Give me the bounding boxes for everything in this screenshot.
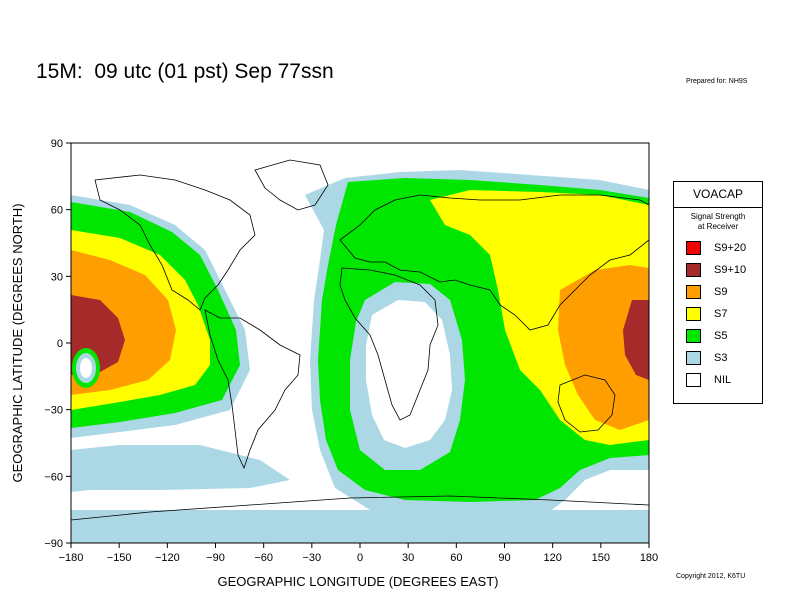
legend-subtitle: Signal Strength at Receiver bbox=[674, 212, 762, 232]
x-axis: −180 −150 −120 −90 −60 −30 0 30 60 90 120 150 180 bbox=[59, 543, 658, 564]
legend-swatch bbox=[686, 263, 701, 277]
legend-swatch bbox=[686, 241, 701, 255]
y-tick-label: 0 bbox=[57, 338, 63, 350]
legend-swatch bbox=[686, 351, 701, 365]
x-tick-label: 90 bbox=[498, 552, 510, 564]
legend-swatch bbox=[686, 329, 701, 343]
x-tick-label: −30 bbox=[302, 552, 321, 564]
legend-swatch bbox=[686, 307, 701, 321]
y-tick-label: −30 bbox=[44, 405, 63, 417]
prepared-for-note: Prepared for: NH9S bbox=[686, 78, 748, 85]
x-tick-label: 30 bbox=[402, 552, 414, 564]
copyright-note: Copyright 2012, K6TU bbox=[676, 573, 746, 580]
legend-label: S9 bbox=[714, 286, 728, 298]
legend-item: S7 bbox=[686, 306, 727, 322]
legend-title: VOACAP bbox=[674, 182, 762, 208]
y-tick-label: 60 bbox=[51, 205, 63, 217]
legend-item: S9 bbox=[686, 284, 727, 300]
legend-item: S9+10 bbox=[686, 262, 746, 278]
x-tick-label: 150 bbox=[592, 552, 610, 564]
legend-item: S3 bbox=[686, 350, 727, 366]
y-tick-label: −90 bbox=[44, 538, 63, 550]
y-axis-label: GEOGRAPHIC LATITUDE (DEGREES NORTH) bbox=[10, 203, 25, 482]
coastlines bbox=[71, 159, 649, 521]
legend-item: NIL bbox=[686, 372, 731, 388]
coverage-layers bbox=[71, 143, 649, 543]
x-axis-label: GEOGRAPHIC LONGITUDE (DEGREES EAST) bbox=[218, 574, 499, 589]
legend-label: S7 bbox=[714, 308, 728, 320]
legend-label: S5 bbox=[714, 330, 728, 342]
legend-subtitle-line1: Signal Strength bbox=[690, 212, 746, 221]
legend-swatch bbox=[686, 285, 701, 299]
legend-label: S9+20 bbox=[714, 242, 747, 254]
y-tick-label: 30 bbox=[51, 271, 63, 283]
legend: VOACAP Signal Strength at Receiver S9+20… bbox=[673, 181, 763, 404]
map-title: 15M: 09 utc (01 pst) Sep 77ssn bbox=[36, 60, 334, 83]
y-axis: 90 60 30 0 −30 −60 −90 bbox=[44, 138, 71, 550]
x-tick-label: 120 bbox=[543, 552, 561, 564]
x-tick-label: −150 bbox=[107, 552, 132, 564]
x-tick-label: 0 bbox=[357, 552, 363, 564]
legend-label: S3 bbox=[714, 352, 728, 364]
legend-item: S5 bbox=[686, 328, 727, 344]
x-tick-label: −180 bbox=[59, 552, 84, 564]
y-tick-label: 90 bbox=[51, 138, 63, 150]
x-tick-label: −90 bbox=[206, 552, 225, 564]
x-tick-label: 60 bbox=[450, 552, 462, 564]
legend-subtitle-line2: at Receiver bbox=[697, 222, 739, 231]
legend-label: NIL bbox=[714, 374, 732, 386]
x-tick-label: −120 bbox=[155, 552, 180, 564]
legend-item: S9+20 bbox=[686, 240, 746, 256]
transmitter-hotspot bbox=[72, 348, 100, 388]
x-tick-label: −60 bbox=[254, 552, 273, 564]
x-tick-label: 180 bbox=[640, 552, 658, 564]
legend-swatch bbox=[686, 373, 701, 387]
y-tick-label: −60 bbox=[44, 471, 63, 483]
legend-label: S9+10 bbox=[714, 264, 747, 276]
